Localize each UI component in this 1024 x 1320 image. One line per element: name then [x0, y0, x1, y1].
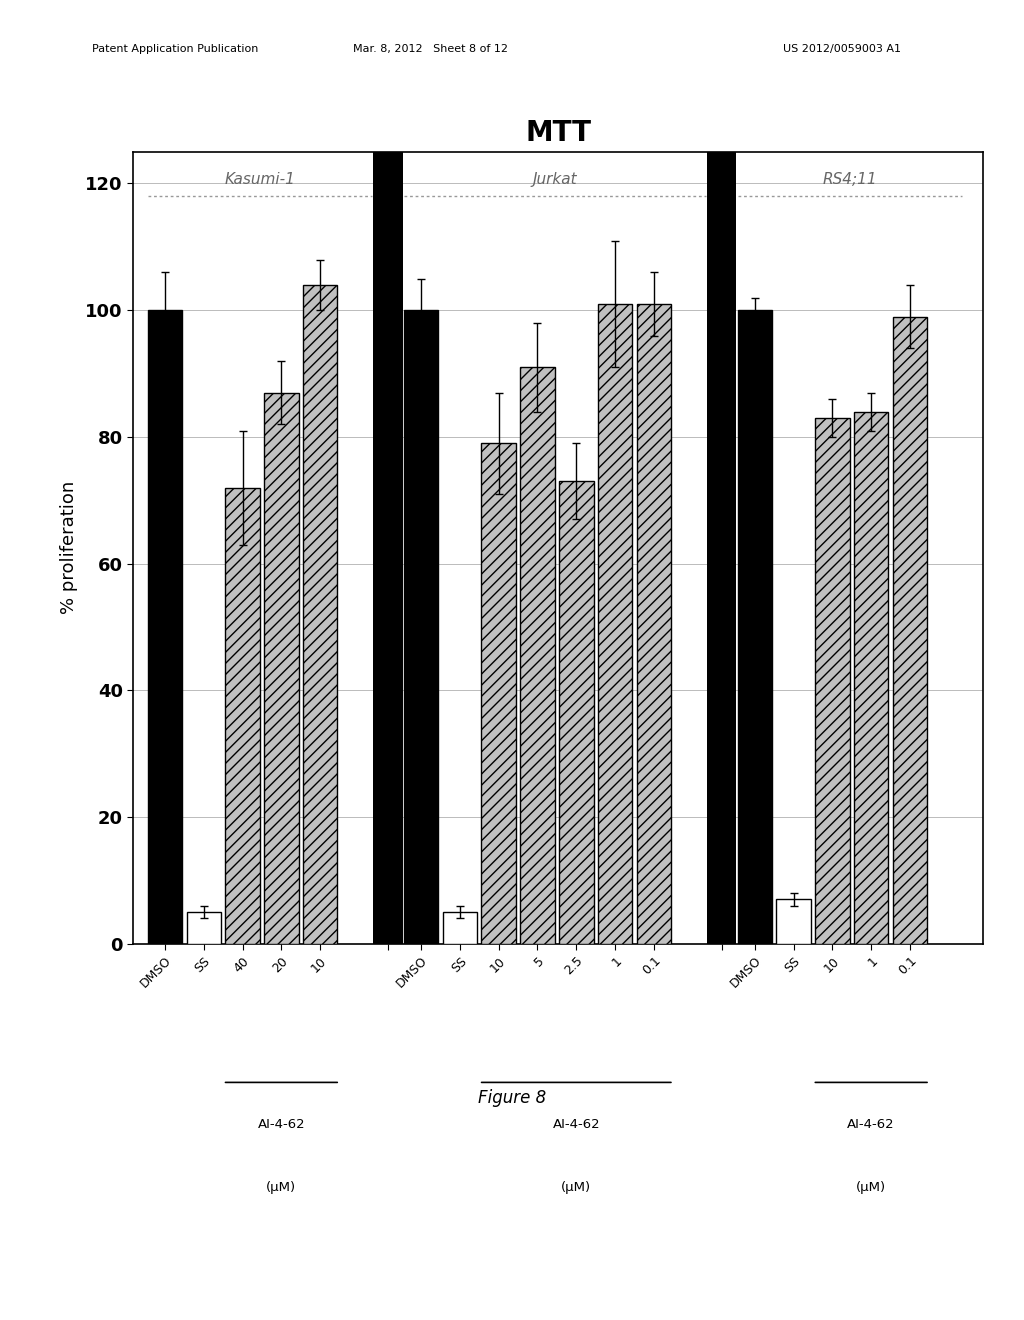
Bar: [147, 310, 182, 944]
Bar: [303, 285, 338, 944]
Text: RS4;11: RS4;11: [822, 172, 877, 186]
Text: AI-4-62: AI-4-62: [258, 1118, 305, 1131]
Bar: [374, 152, 402, 944]
Text: US 2012/0059003 A1: US 2012/0059003 A1: [783, 44, 901, 54]
Bar: [776, 899, 811, 944]
Text: Patent Application Publication: Patent Application Publication: [92, 44, 258, 54]
Text: (μM): (μM): [856, 1181, 886, 1195]
Bar: [598, 304, 633, 944]
Bar: [707, 152, 736, 944]
Text: Kasumi-1: Kasumi-1: [224, 172, 295, 186]
Text: (μM): (μM): [266, 1181, 296, 1195]
Bar: [225, 487, 260, 944]
Text: AI-4-62: AI-4-62: [553, 1118, 600, 1131]
Bar: [737, 310, 772, 944]
Bar: [264, 392, 299, 944]
Bar: [893, 317, 928, 944]
Bar: [559, 482, 594, 944]
Bar: [186, 912, 221, 944]
Bar: [854, 412, 889, 944]
Text: AI-4-62: AI-4-62: [848, 1118, 895, 1131]
Bar: [442, 912, 477, 944]
Bar: [815, 418, 850, 944]
Text: Figure 8: Figure 8: [478, 1089, 546, 1107]
Bar: [637, 304, 671, 944]
Bar: [520, 367, 555, 944]
Text: Mar. 8, 2012   Sheet 8 of 12: Mar. 8, 2012 Sheet 8 of 12: [352, 44, 508, 54]
Bar: [481, 444, 516, 944]
Text: (μM): (μM): [561, 1181, 591, 1195]
Title: MTT: MTT: [525, 119, 591, 147]
Bar: [403, 310, 438, 944]
Y-axis label: % proliferation: % proliferation: [60, 482, 78, 614]
Text: Jurkat: Jurkat: [532, 172, 578, 186]
